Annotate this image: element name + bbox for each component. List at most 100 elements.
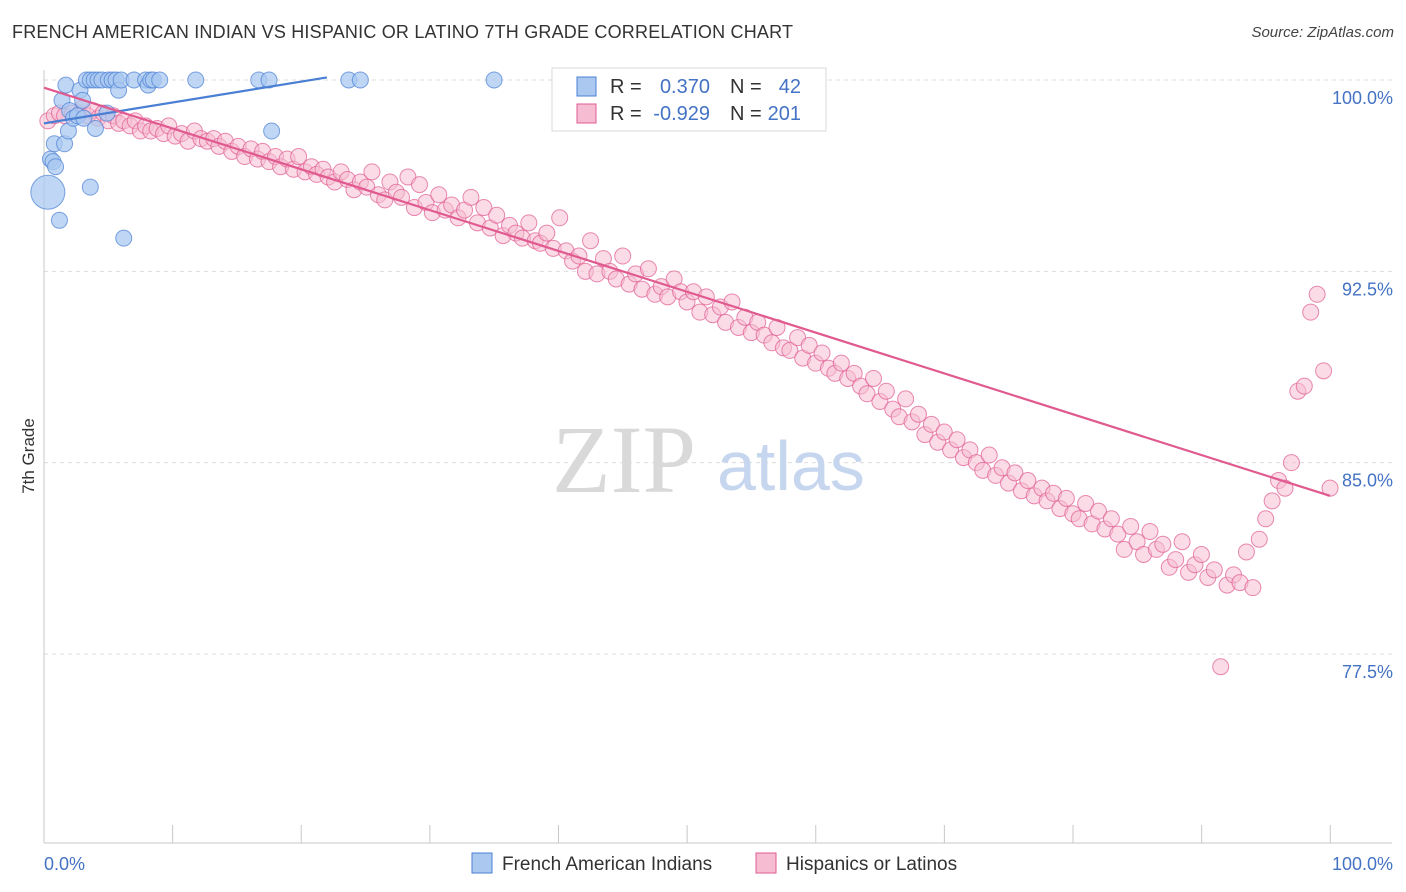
legend-swatch-blue: [576, 76, 597, 97]
point-hispanics-or-latinos-173: [1115, 540, 1133, 558]
point-hispanics-or-latinos-193: [1244, 579, 1262, 597]
point-hispanics-or-latinos-121: [781, 341, 799, 359]
point-french-american-indians-8: [57, 76, 75, 94]
point-hispanics-or-latinos-203: [1308, 285, 1326, 303]
series-legend: French American Indians Hispanics or Lat…: [471, 852, 957, 875]
legend-swatch-pink: [576, 103, 597, 124]
point-hispanics-or-latinos-143: [922, 415, 940, 433]
point-hispanics-or-latinos-139: [897, 390, 915, 408]
point-hispanics-or-latinos-192: [1237, 543, 1255, 561]
point-hispanics-or-latinos-133: [858, 385, 876, 403]
legend-r-value-blue: 0.370: [660, 76, 710, 98]
point-hispanics-or-latinos-156: [1006, 464, 1024, 482]
chart-source: Source: ZipAtlas.com: [1251, 24, 1394, 41]
point-hispanics-or-latinos-141: [909, 405, 927, 423]
trend-line-hispanics-or-latinos: [43, 86, 1331, 497]
point-hispanics-or-latinos-99: [639, 260, 657, 278]
y-tick-label-1: 92.5%: [1342, 279, 1393, 299]
point-hispanics-or-latinos-195: [1257, 510, 1275, 528]
point-hispanics-or-latinos-172: [1109, 525, 1127, 543]
legend-n-label-pink: N =: [730, 103, 762, 125]
watermark-atlas: atlas: [717, 427, 865, 505]
legend-n-value-blue: 42: [779, 76, 801, 98]
series-french-american-indians: [30, 71, 503, 247]
series-legend-label-pink: Hispanics or Latinos: [786, 854, 957, 875]
watermark-zip: ZIP: [552, 406, 696, 513]
series-legend-swatch-blue: [471, 852, 493, 874]
point-hispanics-or-latinos-185: [1192, 546, 1210, 564]
point-hispanics-or-latinos-204: [1315, 362, 1333, 380]
point-french-american-indians-41: [351, 71, 369, 89]
point-french-american-indians-29: [115, 229, 133, 247]
point-hispanics-or-latinos-194: [1250, 530, 1268, 548]
legend-r-value-pink: -0.929: [653, 103, 710, 125]
point-hispanics-or-latinos-177: [1141, 523, 1159, 541]
point-hispanics-or-latinos-164: [1057, 489, 1075, 507]
point-hispanics-or-latinos-112: [723, 293, 741, 311]
y-tick-label-0: 100.0%: [1332, 88, 1393, 108]
point-hispanics-or-latinos-174: [1122, 517, 1140, 535]
legend-n-value-pink: 201: [768, 103, 801, 125]
x-tick-label-min: 0.0%: [44, 854, 85, 874]
x-ticks: [43, 825, 1331, 843]
point-hispanics-or-latinos-136: [877, 382, 895, 400]
series-hispanics-or-latinos: [39, 99, 1339, 676]
point-hispanics-or-latinos-179: [1154, 535, 1172, 553]
point-hispanics-or-latinos-83: [538, 224, 556, 242]
point-hispanics-or-latinos-147: [948, 431, 966, 449]
point-hispanics-or-latinos-205: [1321, 479, 1339, 497]
point-hispanics-or-latinos-66: [430, 186, 448, 204]
point-hispanics-or-latinos-134: [864, 369, 882, 387]
point-french-american-indians-36: [187, 71, 205, 89]
point-hispanics-or-latinos-129: [832, 354, 850, 372]
point-hispanics-or-latinos-55: [363, 163, 381, 181]
point-hispanics-or-latinos-126: [813, 344, 831, 362]
point-hispanics-or-latinos-171: [1102, 510, 1120, 528]
point-hispanics-or-latinos-202: [1302, 303, 1320, 321]
legend-r-label-pink: R =: [610, 103, 642, 125]
point-french-american-indians-17: [81, 178, 99, 196]
point-french-american-indians-42: [485, 71, 503, 89]
point-hispanics-or-latinos-63: [411, 176, 429, 194]
point-french-american-indians-0: [30, 174, 66, 210]
trend-lines: [43, 76, 1331, 497]
y-tick-label-3: 77.5%: [1342, 662, 1393, 682]
legend-box-frame: [551, 67, 827, 132]
point-french-american-indians-4: [47, 158, 65, 176]
point-hispanics-or-latinos-158: [1019, 472, 1037, 490]
legend-n-label-blue: N =: [730, 76, 762, 98]
point-hispanics-or-latinos-95: [614, 247, 632, 265]
point-hispanics-or-latinos-182: [1173, 533, 1191, 551]
point-hispanics-or-latinos-90: [582, 232, 600, 250]
point-hispanics-or-latinos-80: [520, 214, 538, 232]
point-hispanics-or-latinos-181: [1167, 551, 1185, 569]
point-french-american-indians-38: [260, 71, 278, 89]
point-french-american-indians-20: [86, 119, 104, 137]
y-axis-title: 7th Grade: [19, 418, 38, 494]
point-hispanics-or-latinos-85: [551, 209, 569, 227]
point-hispanics-or-latinos-73: [475, 199, 493, 217]
y-tick-label-2: 85.0%: [1342, 471, 1393, 491]
x-tick-label-max: 100.0%: [1332, 854, 1393, 874]
point-hispanics-or-latinos-145: [935, 423, 953, 441]
watermark: ZIP atlas: [552, 406, 865, 513]
series-legend-swatch-pink: [755, 852, 777, 874]
trend-line-french-american-indians: [43, 76, 328, 125]
point-hispanics-or-latinos-167: [1077, 494, 1095, 512]
point-french-american-indians-35: [151, 71, 169, 89]
point-french-american-indians-39: [263, 122, 281, 140]
point-hispanics-or-latinos-198: [1276, 479, 1294, 497]
point-hispanics-or-latinos-124: [800, 336, 818, 354]
chart-title: FRENCH AMERICAN INDIAN VS HISPANIC OR LA…: [12, 22, 794, 42]
legend-r-label-blue: R =: [610, 76, 642, 98]
point-hispanics-or-latinos-75: [488, 206, 506, 224]
point-hispanics-or-latinos-71: [462, 188, 480, 206]
point-hispanics-or-latinos-152: [980, 446, 998, 464]
point-hispanics-or-latinos-196: [1263, 492, 1281, 510]
point-hispanics-or-latinos-169: [1090, 502, 1108, 520]
point-french-american-indians-5: [50, 211, 68, 229]
point-hispanics-or-latinos-199: [1282, 454, 1300, 472]
point-hispanics-or-latinos-187: [1205, 561, 1223, 579]
point-hispanics-or-latinos-43: [290, 148, 308, 166]
